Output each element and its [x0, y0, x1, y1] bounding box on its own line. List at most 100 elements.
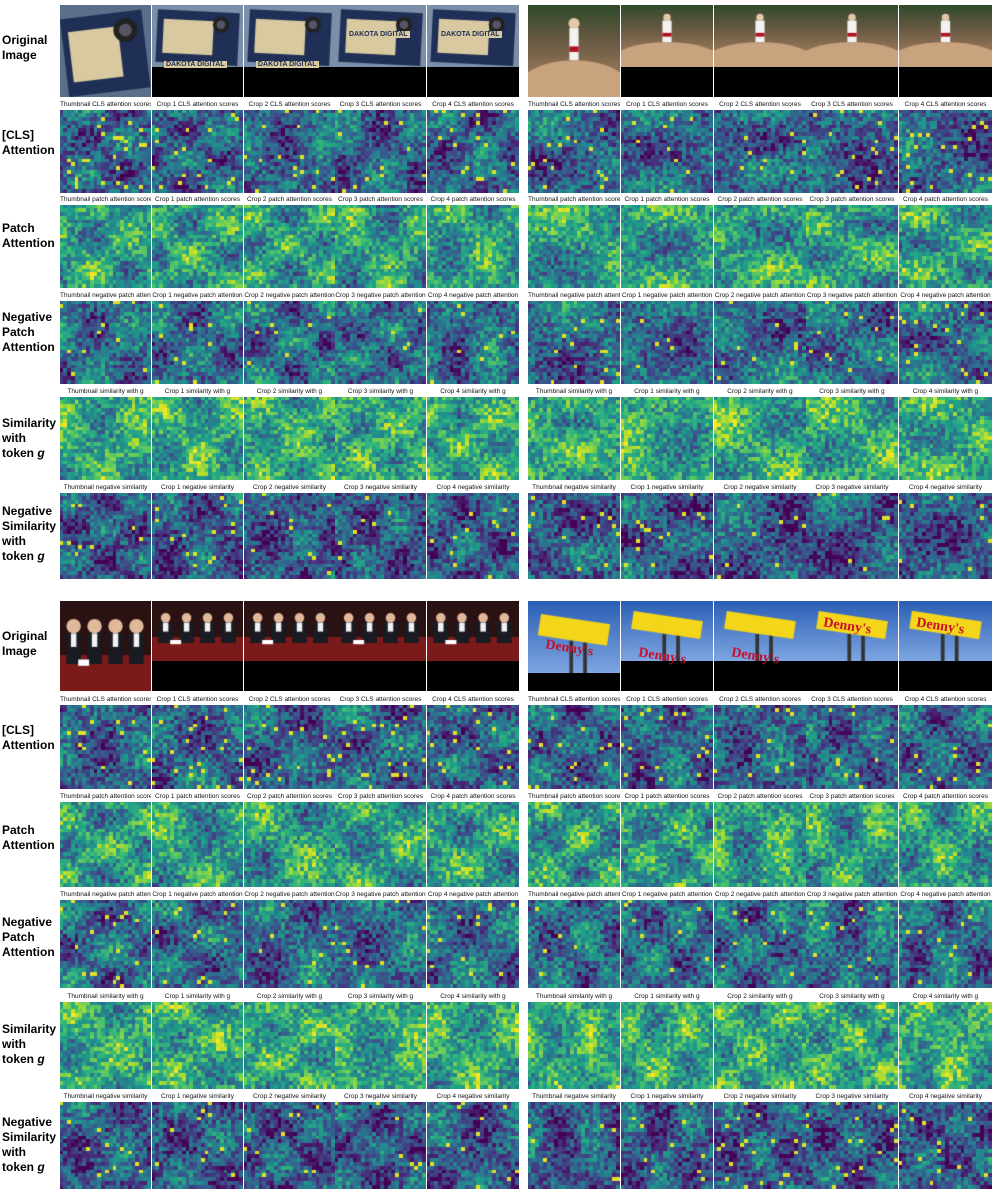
crop-divider: [426, 802, 427, 887]
map-caption: Thumbnail negative patch attention: [528, 292, 620, 299]
negpatch-map-thumbnail: Thumbnail negative patch attention: [60, 891, 151, 988]
map-caption: Thumbnail similarity with g: [67, 388, 144, 395]
patch-map-crop-1: Crop 1 patch attention scores: [621, 793, 713, 887]
heatmap-canvas: [899, 205, 992, 288]
heatmap-canvas: [244, 397, 335, 480]
heatmap-canvas: [899, 1102, 992, 1189]
cls-map-crop-1: Crop 1 CLS attention scores: [152, 101, 243, 193]
sim-map-crop-4: Crop 4 similarity with g: [427, 993, 519, 1089]
crop-divider: [426, 1002, 427, 1089]
original-image-crop-1: [152, 601, 243, 691]
map-caption: Crop 2 similarity with g: [256, 993, 323, 1000]
patch-map-crop-1: Crop 1 patch attention scores: [152, 196, 243, 288]
negpatch-map-crop-4: Crop 4 negative patch attention: [899, 292, 992, 384]
crop-divider: [898, 110, 899, 193]
heatmap-canvas: [335, 705, 426, 789]
sim-map-thumbnail: Thumbnail similarity with g: [528, 388, 620, 480]
heatmap-canvas: [528, 900, 620, 988]
map-caption: Thumbnail patch attention scores: [60, 196, 151, 203]
row-label-line: Attention: [2, 738, 55, 752]
heatmap-canvas: [621, 110, 713, 193]
row-sim: Thumbnail similarity with g Crop 1 simila…: [528, 388, 992, 480]
map-caption: Crop 4 CLS attention scores: [904, 696, 987, 703]
row-label-line: Attention: [2, 838, 55, 852]
map-caption: Crop 1 negative similarity: [630, 1093, 704, 1100]
row-label-line: Image: [2, 48, 37, 62]
row-cls: Thumbnail CLS attention scores Crop 1 CLS…: [528, 696, 992, 789]
heatmap-canvas: [621, 397, 713, 480]
map-caption: Crop 1 negative similarity: [161, 1093, 234, 1100]
negpatch-map-crop-2: Crop 2 negative patch attention: [244, 292, 335, 384]
heatmap-canvas: [335, 802, 426, 887]
crop-divider: [898, 802, 899, 887]
row-label-cls: [CLS] Attention: [2, 723, 58, 753]
cls-map-thumbnail: Thumbnail CLS attention scores: [528, 101, 620, 193]
row-label-line: Negative: [2, 914, 53, 929]
negpatch-map-crop-1: Crop 1 negative patch attention: [621, 891, 713, 988]
camera-brand-text: DAKOTA DIGITAL: [164, 61, 227, 68]
heatmap-canvas: [60, 493, 151, 579]
row-cls: Thumbnail CLS attention scores Crop 1 CLS…: [60, 696, 519, 789]
row-label-line: token g: [2, 549, 45, 563]
heatmap-canvas: [806, 397, 898, 480]
heatmap-canvas: [244, 802, 335, 887]
original-image-crop-4: [427, 601, 519, 691]
map-caption: Thumbnail patch attention scores: [528, 793, 620, 800]
camera-brand-text: DAKOTA DIGITAL: [347, 31, 410, 38]
photo-canvas: [899, 5, 992, 67]
heatmap-canvas: [714, 1102, 806, 1189]
photo-canvas: [806, 601, 898, 661]
cls-map-crop-4: Crop 4 CLS attention scores: [427, 101, 519, 193]
row-label-line: with: [2, 1145, 26, 1159]
heatmap-canvas: [714, 705, 806, 789]
photo-canvas: [60, 601, 151, 691]
map-caption: Thumbnail patch attention scores: [60, 793, 151, 800]
original-image-crop-2: DAKOTA DIGITAL: [244, 5, 335, 97]
map-caption: Crop 4 negative patch attention: [427, 292, 519, 299]
map-caption: Crop 2 CLS attention scores: [248, 696, 331, 703]
map-caption: Crop 4 patch attention scores: [903, 196, 988, 203]
negpatch-map-crop-3: Crop 3 negative patch attention: [335, 891, 426, 988]
sim-map-crop-1: Crop 1 similarity with g: [152, 388, 243, 480]
negsim-map-crop-1: Crop 1 negative similarity: [152, 484, 243, 579]
crop-divider: [713, 900, 714, 988]
negsim-map-crop-3: Crop 3 negative similarity: [806, 1093, 898, 1189]
map-caption: Crop 4 similarity with g: [440, 388, 506, 395]
row-label-cls: [CLS] Attention: [2, 128, 58, 158]
row-patch: Thumbnail patch attention scores Crop 1 p…: [528, 793, 992, 887]
negsim-map-crop-4: Crop 4 negative similarity: [427, 484, 519, 579]
photo-canvas: [806, 5, 898, 67]
heatmap-canvas: [714, 900, 806, 988]
original-image-crop-1: Denny's: [621, 601, 713, 691]
map-caption: Crop 4 negative patch attention: [427, 891, 519, 898]
row-patch: Thumbnail patch attention scores Crop 1 p…: [528, 196, 992, 288]
negsim-map-crop-4: Crop 4 negative similarity: [899, 484, 992, 579]
map-caption: Crop 1 CLS attention scores: [626, 696, 708, 703]
map-caption: Crop 3 CLS attention scores: [339, 696, 422, 703]
sim-map-crop-3: Crop 3 similarity with g: [335, 388, 426, 480]
map-caption: Crop 3 negative patch attention: [335, 292, 426, 299]
negsim-map-thumbnail: Thumbnail negative similarity: [60, 1093, 151, 1189]
row-label-line: Original: [2, 629, 48, 643]
map-caption: Thumbnail negative similarity: [532, 484, 616, 491]
crop-divider: [243, 705, 244, 789]
crop-divider: [243, 397, 244, 480]
map-caption: Crop 1 similarity with g: [634, 993, 700, 1000]
map-caption: Crop 2 negative patch attention: [244, 891, 335, 898]
cls-map-crop-3: Crop 3 CLS attention scores: [335, 101, 426, 193]
crop-divider: [426, 900, 427, 988]
map-caption: Crop 2 negative patch attention: [714, 292, 806, 299]
photo-canvas: [714, 601, 806, 661]
crop-divider: [713, 1002, 714, 1089]
crop-divider: [713, 205, 714, 288]
map-caption: Crop 2 patch attention scores: [247, 793, 332, 800]
heatmap-canvas: [244, 705, 335, 789]
negsim-map-crop-4: Crop 4 negative similarity: [427, 1093, 519, 1189]
row-label-line: Attention: [2, 944, 55, 959]
cls-map-thumbnail: Thumbnail CLS attention scores: [528, 696, 620, 789]
row-label-line: Patch: [2, 221, 35, 235]
crop-divider: [243, 301, 244, 384]
crop-divider: [898, 493, 899, 579]
map-caption: Crop 4 negative similarity: [436, 484, 510, 491]
